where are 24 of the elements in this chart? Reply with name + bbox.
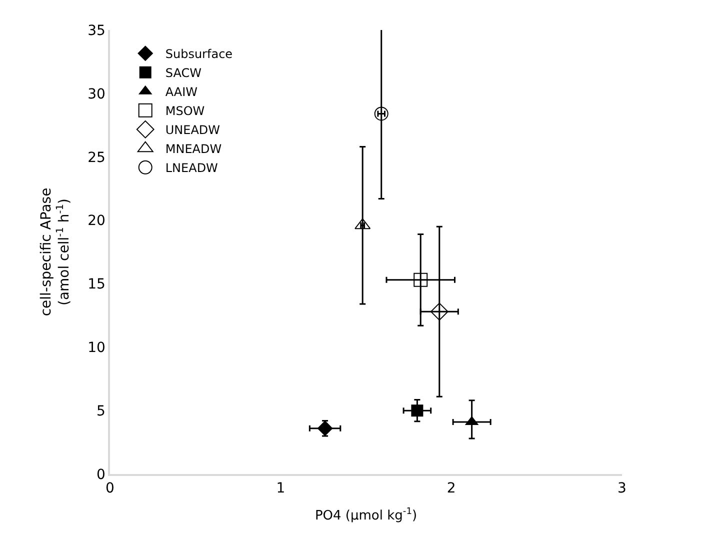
legend-label: LNEADW xyxy=(165,161,218,176)
y-tick-label: 5 xyxy=(96,403,106,420)
point xyxy=(411,404,424,417)
legend-label: Subsurface xyxy=(165,47,233,62)
legend-label: AAIW xyxy=(165,85,198,100)
legend-label: SACW xyxy=(165,66,202,80)
y-tick-label: 20 xyxy=(88,213,106,230)
point xyxy=(430,302,448,321)
y-tick-label: 35 xyxy=(88,22,106,39)
y-tick-label: 25 xyxy=(88,150,106,166)
y-tick-label: 30 xyxy=(88,86,106,102)
point xyxy=(374,106,388,121)
y-tick-label: 0 xyxy=(96,466,106,483)
y-tick-label: 15 xyxy=(88,276,106,293)
legend-label: UNEADW xyxy=(165,123,220,138)
x-axis-title: PO4 (µmol kg$^{-1}$) xyxy=(314,507,418,524)
x-tick-label: 2 xyxy=(446,480,456,497)
y-tick-label: 10 xyxy=(88,340,106,356)
legend-label: MSOW xyxy=(165,104,205,118)
legend-label: MNEADW xyxy=(165,142,222,156)
point xyxy=(414,272,428,287)
point xyxy=(317,420,333,436)
x-tick-label: 1 xyxy=(276,480,286,497)
x-tick-label: 3 xyxy=(618,480,626,497)
